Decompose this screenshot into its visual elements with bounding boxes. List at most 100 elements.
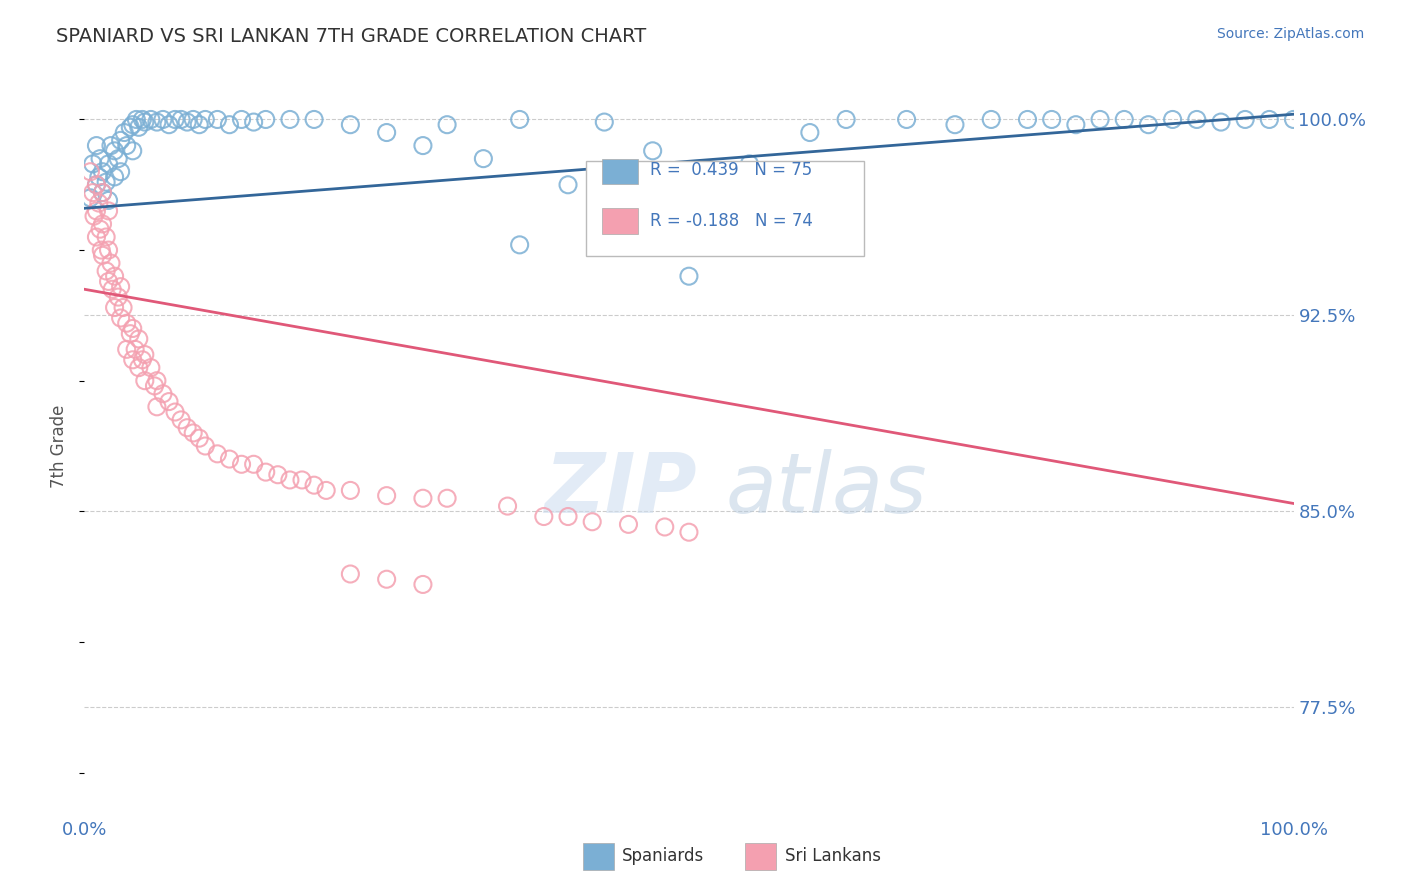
Point	[124, 343, 146, 357]
Point	[101, 282, 124, 296]
Point	[165, 405, 187, 419]
Point	[82, 186, 104, 200]
Text: Spaniards: Spaniards	[621, 847, 703, 865]
Point	[134, 115, 156, 129]
Point	[278, 112, 301, 127]
Point	[375, 572, 398, 586]
Point	[86, 203, 108, 218]
FancyBboxPatch shape	[602, 208, 638, 234]
Point	[194, 439, 217, 453]
Point	[121, 352, 143, 367]
Point	[980, 112, 1002, 127]
Point	[412, 138, 434, 153]
Point	[115, 138, 138, 153]
Point	[231, 112, 253, 127]
Point	[110, 279, 132, 293]
Point	[120, 120, 142, 135]
Point	[91, 217, 114, 231]
Point	[94, 264, 117, 278]
FancyBboxPatch shape	[602, 159, 638, 184]
Point	[1209, 115, 1232, 129]
Point	[110, 311, 132, 326]
Point	[152, 112, 174, 127]
Point	[231, 458, 253, 472]
Point	[82, 157, 104, 171]
Point	[112, 126, 135, 140]
Point	[1282, 112, 1305, 127]
Point	[1234, 112, 1257, 127]
Point	[1185, 112, 1208, 127]
Point	[146, 115, 169, 129]
Point	[533, 509, 555, 524]
Point	[557, 178, 579, 192]
Point	[91, 248, 114, 262]
Point	[641, 144, 664, 158]
Point	[1137, 118, 1160, 132]
Point	[91, 164, 114, 178]
Point	[131, 352, 153, 367]
Point	[120, 326, 142, 341]
Point	[128, 332, 150, 346]
Point	[339, 483, 361, 498]
Point	[1017, 112, 1039, 127]
Point	[267, 467, 290, 482]
Point	[302, 478, 325, 492]
Point	[654, 520, 676, 534]
Point	[181, 425, 204, 440]
Point	[170, 413, 193, 427]
Text: SPANIARD VS SRI LANKAN 7TH GRADE CORRELATION CHART: SPANIARD VS SRI LANKAN 7TH GRADE CORRELA…	[56, 27, 647, 45]
Point	[176, 115, 198, 129]
Point	[94, 230, 117, 244]
Point	[207, 447, 229, 461]
Point	[170, 112, 193, 127]
Point	[128, 360, 150, 375]
Point	[97, 203, 120, 218]
Point	[115, 316, 138, 330]
Point	[412, 577, 434, 591]
Point	[315, 483, 337, 498]
Point	[207, 112, 229, 127]
Point	[146, 400, 169, 414]
Point	[91, 186, 114, 200]
Point	[121, 321, 143, 335]
Point	[339, 118, 361, 132]
Point	[509, 112, 531, 127]
Point	[254, 465, 277, 479]
Point	[125, 112, 148, 127]
Point	[291, 473, 314, 487]
Point	[143, 379, 166, 393]
Point	[86, 138, 108, 153]
Point	[152, 386, 174, 401]
Point	[83, 209, 105, 223]
Point	[104, 144, 127, 158]
Point	[157, 118, 180, 132]
Point	[104, 301, 127, 315]
Text: R =  0.439   N = 75: R = 0.439 N = 75	[650, 161, 813, 179]
Point	[121, 144, 143, 158]
Point	[339, 567, 361, 582]
Point	[104, 269, 127, 284]
Point	[91, 186, 114, 200]
Point	[1258, 112, 1281, 127]
Point	[89, 152, 111, 166]
Point	[79, 164, 101, 178]
Point	[100, 256, 122, 270]
Point	[302, 112, 325, 127]
Point	[1114, 112, 1136, 127]
Text: atlas: atlas	[725, 450, 927, 531]
Point	[617, 517, 640, 532]
Point	[110, 164, 132, 178]
Point	[496, 499, 519, 513]
Text: R = -0.188   N = 74: R = -0.188 N = 74	[650, 211, 813, 230]
Point	[375, 489, 398, 503]
Point	[412, 491, 434, 506]
Point	[436, 491, 458, 506]
Point	[97, 275, 120, 289]
Point	[436, 118, 458, 132]
Point	[678, 525, 700, 540]
Point	[90, 243, 112, 257]
Text: Source: ZipAtlas.com: Source: ZipAtlas.com	[1216, 27, 1364, 41]
Point	[94, 175, 117, 189]
Point	[131, 112, 153, 127]
Point	[100, 138, 122, 153]
